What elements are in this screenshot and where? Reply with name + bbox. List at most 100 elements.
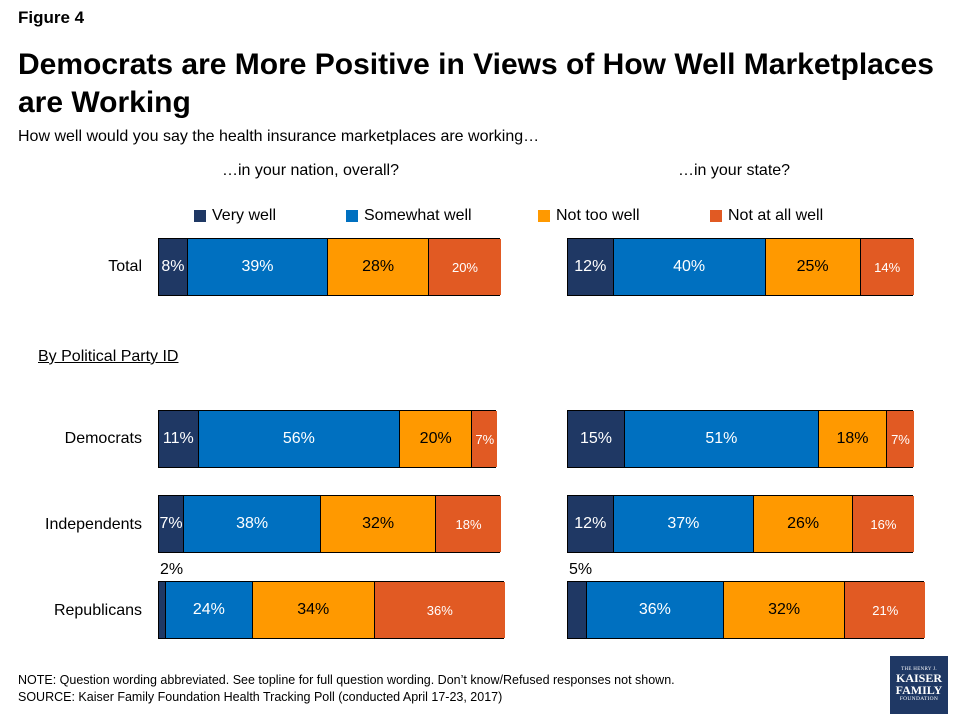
panel-title-state: …in your state? (678, 162, 791, 179)
data-label-state-republicans-not-at-all-well: 21% (872, 602, 899, 618)
bar-segment-state-total-not-too-well: 25% (765, 239, 861, 295)
legend-swatch-very-well (194, 210, 206, 222)
chart-title: Democrats are More Positive in Views of … (18, 48, 934, 119)
bar-segment-state-independents-not-at-all-well: 16% (852, 496, 914, 552)
row-label-total: Total (108, 258, 142, 275)
data-label-state-republicans-somewhat-well: 36% (638, 601, 671, 618)
data-label-nation-republicans-not-too-well: 34% (297, 601, 330, 618)
data-label-nation-independents-not-at-all-well: 18% (455, 516, 482, 532)
data-label-nation-total-not-at-all-well: 20% (451, 259, 478, 275)
kff-logo: THE HENRY J. KAISER FAMILY FOUNDATION (890, 656, 948, 714)
bar-nation-total: 8% 39% 28% 20% (158, 238, 501, 296)
bar-segment-state-independents-not-too-well: 26% (754, 496, 853, 552)
row-label-republicans: Republicans (53, 602, 142, 619)
bar-state-republicans: 36% 32% 21% (567, 581, 926, 639)
bar-segment-nation-total-very-well: 8% (159, 239, 188, 295)
bar-segment-nation-total-not-too-well: 28% (328, 239, 429, 295)
data-label-state-independents-not-too-well: 26% (787, 515, 820, 532)
legend-item-not-at-all-well: Not at all well (710, 206, 823, 226)
bar-segment-nation-independents-somewhat-well: 38% (184, 496, 321, 552)
data-label-state-total-very-well: 12% (574, 258, 607, 275)
bar-segment-nation-democrats-somewhat-well: 56% (198, 411, 401, 467)
legend-label-not-too-well: Not too well (556, 207, 640, 224)
legend-item-not-too-well: Not too well (538, 206, 640, 226)
legend-swatch-somewhat-well (346, 210, 358, 222)
data-label-state-republicans-not-too-well: 32% (768, 601, 801, 618)
bar-segment-nation-independents-very-well: 7% (159, 496, 185, 552)
bar-segment-state-independents-somewhat-well: 37% (613, 496, 755, 552)
logo-line3: FOUNDATION (899, 696, 939, 703)
bar-segment-state-republicans-very-well (568, 582, 587, 638)
bar-segment-nation-democrats-very-well: 11% (159, 411, 199, 467)
bar-segment-state-total-not-at-all-well: 14% (860, 239, 914, 295)
data-label-nation-democrats-somewhat-well: 56% (282, 430, 315, 447)
data-label-state-republicans-very-well: 5% (569, 561, 593, 578)
bar-segment-nation-independents-not-too-well: 32% (320, 496, 437, 552)
bar-segment-nation-democrats-not-at-all-well: 7% (472, 411, 498, 467)
legend-swatch-not-at-all-well (710, 210, 722, 222)
legend-item-very-well: Very well (194, 206, 276, 226)
data-label-nation-independents-somewhat-well: 38% (236, 515, 269, 532)
legend-swatch-not-too-well (538, 210, 550, 222)
data-label-state-total-not-too-well: 25% (796, 258, 829, 275)
bar-segment-nation-democrats-not-too-well: 20% (400, 411, 473, 467)
bar-segment-state-democrats-not-too-well: 18% (818, 411, 888, 467)
row-label-independents: Independents (45, 516, 142, 533)
figure-label: Figure 4 (18, 8, 85, 27)
data-label-nation-republicans-very-well: 2% (160, 561, 184, 578)
data-label-nation-republicans-not-at-all-well: 36% (426, 602, 453, 618)
data-label-state-democrats-not-at-all-well: 7% (891, 431, 910, 447)
bar-segment-nation-republicans-not-too-well: 34% (252, 582, 375, 638)
bar-segment-state-democrats-somewhat-well: 51% (625, 411, 819, 467)
source-text: SOURCE: Kaiser Family Foundation Health … (18, 690, 503, 704)
data-label-state-independents-somewhat-well: 37% (667, 515, 700, 532)
bar-segment-state-republicans-somewhat-well: 36% (587, 582, 724, 638)
bar-segment-state-republicans-not-at-all-well: 21% (845, 582, 926, 638)
bar-segment-state-democrats-very-well: 15% (568, 411, 625, 467)
bar-segment-nation-republicans-very-well (159, 582, 167, 638)
data-label-nation-independents-very-well: 7% (159, 515, 183, 532)
chart-subtitle: How well would you say the health insura… (18, 128, 540, 145)
bar-segment-state-democrats-not-at-all-well: 7% (887, 411, 914, 467)
bar-segment-nation-total-not-at-all-well: 20% (428, 239, 501, 295)
bar-segment-nation-total-somewhat-well: 39% (187, 239, 329, 295)
logo-line2a: KAISER (895, 671, 942, 686)
bar-segment-state-total-somewhat-well: 40% (613, 239, 766, 295)
legend-label-very-well: Very well (212, 207, 277, 224)
bar-state-democrats: 15% 51% 18% 7% (567, 410, 914, 468)
footnote: NOTE: Question wording abbreviated. See … (18, 672, 675, 706)
bar-segment-state-republicans-not-too-well: 32% (723, 582, 846, 638)
legend-item-somewhat-well: Somewhat well (346, 206, 472, 226)
row-label-democrats: Democrats (64, 430, 142, 447)
bar-segment-nation-republicans-not-at-all-well: 36% (374, 582, 505, 638)
logo-line1: THE HENRY J. (901, 667, 937, 673)
bar-nation-independents: 7% 38% 32% 18% (158, 495, 501, 553)
bar-segment-nation-republicans-somewhat-well: 24% (166, 582, 253, 638)
panel-title-nation: …in your nation, overall? (222, 162, 399, 179)
bar-segment-state-total-very-well: 12% (568, 239, 614, 295)
data-label-nation-total-not-too-well: 28% (362, 258, 395, 275)
data-label-nation-democrats-very-well: 11% (162, 430, 194, 447)
legend-label-not-at-all-well: Not at all well (728, 207, 824, 224)
data-label-state-total-somewhat-well: 40% (673, 258, 706, 275)
data-label-nation-total-somewhat-well: 39% (241, 258, 274, 275)
note-text: NOTE: Question wording abbreviated. See … (18, 673, 675, 687)
bar-segment-nation-independents-not-at-all-well: 18% (436, 496, 501, 552)
bar-nation-democrats: 11% 56% 20% 7% (158, 410, 498, 468)
data-label-state-total-not-at-all-well: 14% (874, 259, 901, 275)
data-label-state-democrats-not-too-well: 18% (836, 430, 869, 447)
group-label-party: By Political Party ID (38, 348, 179, 365)
data-label-nation-democrats-not-at-all-well: 7% (475, 431, 495, 447)
data-label-state-democrats-somewhat-well: 51% (705, 430, 738, 447)
data-label-nation-independents-not-too-well: 32% (362, 515, 395, 532)
bar-state-independents: 12% 37% 26% 16% (567, 495, 914, 553)
data-label-state-independents-very-well: 12% (574, 515, 607, 532)
bar-state-total: 12% 40% 25% 14% (567, 238, 914, 296)
legend-label-somewhat-well: Somewhat well (364, 207, 472, 224)
data-label-nation-total-very-well: 8% (161, 258, 185, 275)
data-label-nation-democrats-not-too-well: 20% (419, 430, 452, 447)
bar-segment-state-independents-very-well: 12% (568, 496, 614, 552)
data-label-nation-republicans-somewhat-well: 24% (192, 601, 225, 618)
bar-nation-republicans: 24% 34% 36% (158, 581, 505, 639)
logo-line2b: FAMILY (895, 683, 943, 698)
